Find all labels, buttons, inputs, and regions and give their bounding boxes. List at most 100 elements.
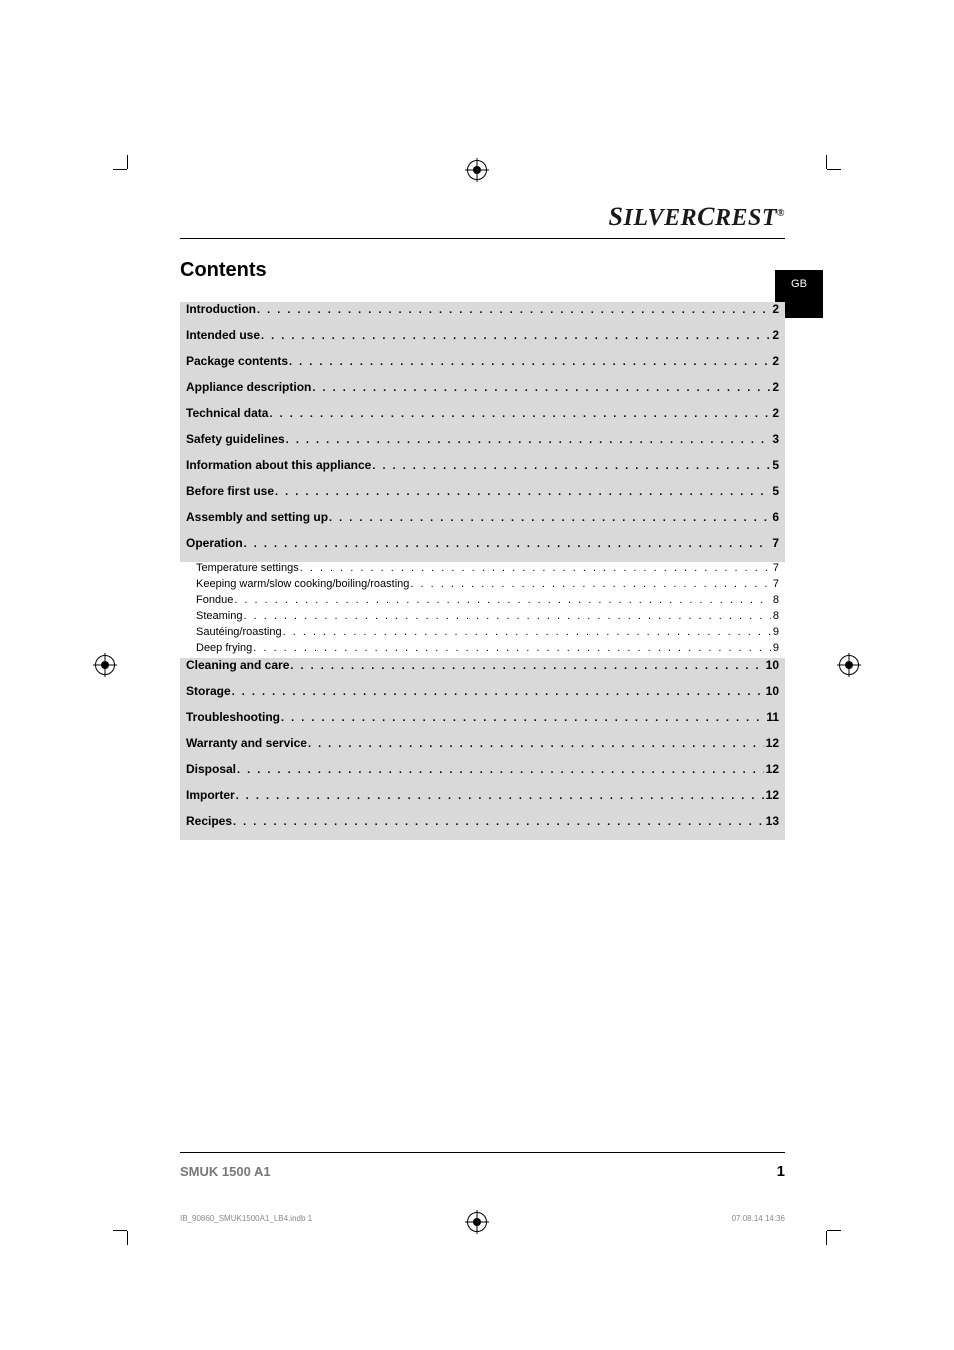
toc-entry: Appliance description. . . . . . . . . .… xyxy=(180,380,785,406)
registration-mark-icon xyxy=(467,160,487,180)
toc-entry: Importer. . . . . . . . . . . . . . . . … xyxy=(180,788,785,814)
toc-label: Appliance description xyxy=(180,380,312,394)
toc-page-number: 12 xyxy=(764,736,785,750)
toc-label: Technical data xyxy=(180,406,269,420)
toc-page-number: 10 xyxy=(764,658,785,672)
brand-letter: C xyxy=(697,202,715,231)
crop-mark-bottom-left xyxy=(113,1215,143,1245)
toc-page-number: 8 xyxy=(771,610,785,622)
toc-entry: Information about this appliance. . . . … xyxy=(180,458,785,484)
contents-heading: Contents xyxy=(180,259,785,282)
toc-label: Operation xyxy=(180,536,244,550)
brand-letter: S xyxy=(609,202,624,231)
crop-mark-bottom-right xyxy=(811,1215,841,1245)
toc-entry: Keeping warm/slow cooking/boiling/roasti… xyxy=(180,578,785,594)
toc-page-number: 11 xyxy=(764,710,785,724)
toc-label: Assembly and setting up xyxy=(180,510,329,524)
toc-entry: Deep frying. . . . . . . . . . . . . . .… xyxy=(180,642,785,658)
toc-leader-dots: . . . . . . . . . . . . . . . . . . . . … xyxy=(308,738,764,750)
toc-entry: Recipes. . . . . . . . . . . . . . . . .… xyxy=(180,814,785,840)
toc-page-number: 9 xyxy=(771,626,785,638)
toc-leader-dots: . . . . . . . . . . . . . . . . . . . . … xyxy=(372,460,770,472)
toc-entry: Fondue. . . . . . . . . . . . . . . . . … xyxy=(180,594,785,610)
toc-entry: Technical data. . . . . . . . . . . . . … xyxy=(180,406,785,432)
toc-label: Steaming xyxy=(196,610,243,622)
toc-entry: Steaming. . . . . . . . . . . . . . . . … xyxy=(180,610,785,626)
toc-label: Temperature settings xyxy=(196,562,300,574)
divider xyxy=(180,238,785,239)
toc-leader-dots: . . . . . . . . . . . . . . . . . . . . … xyxy=(236,790,764,802)
toc-leader-dots: . . . . . . . . . . . . . . . . . . . . … xyxy=(234,594,771,606)
toc-entry: Storage. . . . . . . . . . . . . . . . .… xyxy=(180,684,785,710)
toc-label: Package contents xyxy=(180,354,289,368)
toc-label: Disposal xyxy=(180,762,237,776)
toc-page-number: 7 xyxy=(771,578,785,590)
page-footer: SMUK 1500 A1 1 xyxy=(180,1152,785,1180)
toc-leader-dots: . . . . . . . . . . . . . . . . . . . . … xyxy=(244,538,771,550)
toc-entry: Assembly and setting up. . . . . . . . .… xyxy=(180,510,785,536)
crop-mark-top-right xyxy=(811,155,841,185)
toc-leader-dots: . . . . . . . . . . . . . . . . . . . . … xyxy=(289,356,770,368)
toc-leader-dots: . . . . . . . . . . . . . . . . . . . . … xyxy=(237,764,764,776)
toc-label: Keeping warm/slow cooking/boiling/roasti… xyxy=(196,578,410,590)
toc-entry: Safety guidelines. . . . . . . . . . . .… xyxy=(180,432,785,458)
toc-leader-dots: . . . . . . . . . . . . . . . . . . . . … xyxy=(410,578,770,590)
toc-leader-dots: . . . . . . . . . . . . . . . . . . . . … xyxy=(283,626,771,638)
toc-page-number: 8 xyxy=(771,594,785,606)
toc-label: Cleaning and care xyxy=(180,658,290,672)
toc-leader-dots: . . . . . . . . . . . . . . . . . . . . … xyxy=(290,660,763,672)
registration-mark-icon xyxy=(839,655,859,675)
toc-leader-dots: . . . . . . . . . . . . . . . . . . . . … xyxy=(286,434,771,446)
toc-page-number: 7 xyxy=(770,536,785,550)
toc-leader-dots: . . . . . . . . . . . . . . . . . . . . … xyxy=(233,816,764,828)
toc-leader-dots: . . . . . . . . . . . . . . . . . . . . … xyxy=(300,562,771,574)
toc-label: Information about this appliance xyxy=(180,458,372,472)
toc-entry: Before first use. . . . . . . . . . . . … xyxy=(180,484,785,510)
toc-page-number: 2 xyxy=(770,354,785,368)
toc-entry: Troubleshooting. . . . . . . . . . . . .… xyxy=(180,710,785,736)
toc-page-number: 2 xyxy=(770,302,785,316)
page-number: 1 xyxy=(777,1163,785,1180)
toc-label: Introduction xyxy=(180,302,257,316)
toc-entry: Intended use. . . . . . . . . . . . . . … xyxy=(180,328,785,354)
toc-leader-dots: . . . . . . . . . . . . . . . . . . . . … xyxy=(261,330,770,342)
toc-label: Intended use xyxy=(180,328,261,342)
print-info: IB_90860_SMUK1500A1_LB4.indb 1 07.08.14 … xyxy=(180,1214,785,1223)
toc-leader-dots: . . . . . . . . . . . . . . . . . . . . … xyxy=(243,610,770,622)
table-of-contents: Introduction . . . . . . . . . . . . . . … xyxy=(180,302,785,840)
toc-page-number: 2 xyxy=(770,380,785,394)
registered-icon: ® xyxy=(777,208,785,219)
toc-entry: Operation. . . . . . . . . . . . . . . .… xyxy=(180,536,785,562)
toc-page-number: 3 xyxy=(770,432,785,446)
toc-leader-dots: . . . . . . . . . . . . . . . . . . . . … xyxy=(232,686,764,698)
toc-label: Importer xyxy=(180,788,236,802)
crop-mark-top-left xyxy=(113,155,143,185)
brand-logo: SILVERCREST® xyxy=(180,202,785,232)
toc-label: Storage xyxy=(180,684,232,698)
toc-page-number: 5 xyxy=(770,484,785,498)
toc-page-number: 2 xyxy=(770,406,785,420)
toc-page-number: 10 xyxy=(764,684,785,698)
brand-text: REST xyxy=(715,205,777,231)
toc-entry: Disposal. . . . . . . . . . . . . . . . … xyxy=(180,762,785,788)
toc-page-number: 12 xyxy=(764,762,785,776)
toc-label: Recipes xyxy=(180,814,233,828)
toc-leader-dots: . . . . . . . . . . . . . . . . . . . . … xyxy=(312,382,770,394)
registration-mark-icon xyxy=(95,655,115,675)
page-content: SILVERCREST® Contents Introduction . . . … xyxy=(180,202,785,840)
toc-entry: Introduction. . . . . . . . . . . . . . … xyxy=(180,302,785,328)
toc-label: Fondue xyxy=(196,594,234,606)
toc-label: Safety guidelines xyxy=(180,432,286,446)
print-datetime: 07.08.14 14:36 xyxy=(732,1214,785,1223)
toc-page-number: 2 xyxy=(770,328,785,342)
brand-text: ILVER xyxy=(624,205,698,231)
toc-entry: Cleaning and care. . . . . . . . . . . .… xyxy=(180,658,785,684)
toc-label: Troubleshooting xyxy=(180,710,281,724)
toc-page-number: 9 xyxy=(771,642,785,654)
toc-label: Warranty and service xyxy=(180,736,308,750)
toc-entry: Sautéing/roasting. . . . . . . . . . . .… xyxy=(180,626,785,642)
toc-label: Deep frying xyxy=(196,642,253,654)
toc-leader-dots: . . . . . . . . . . . . . . . . . . . . … xyxy=(275,486,770,498)
toc-label: Before first use xyxy=(180,484,275,498)
toc-page-number: 7 xyxy=(771,562,785,574)
